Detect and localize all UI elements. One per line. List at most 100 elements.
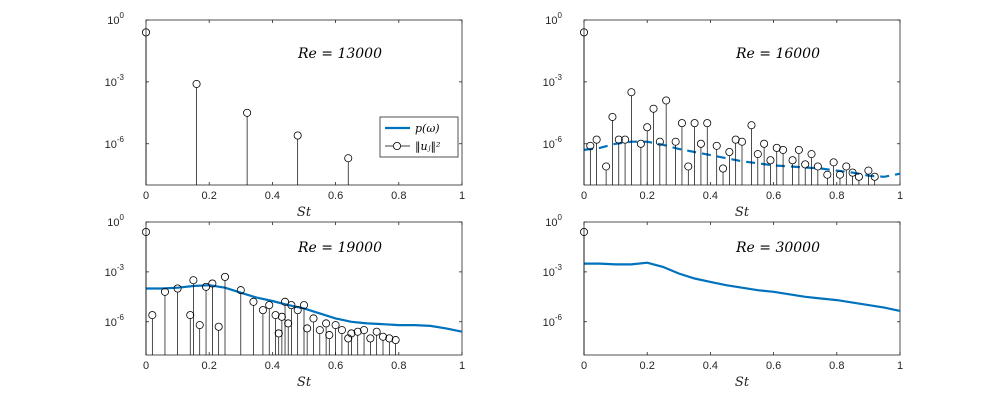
stem-marker [719,164,728,173]
stem-marker [696,139,705,148]
x-tick-label: 0 [581,190,587,202]
x-axis-label: St [735,205,750,220]
stem-marker [747,121,756,130]
x-tick-label: 0.6 [328,360,343,372]
y-tick-label: 10-3 [105,263,125,279]
stem-marker [284,319,293,328]
legend: p(ω) ‖uⱼ‖² [379,116,459,158]
axes-box [145,19,463,186]
x-tick-label: 0.2 [202,190,217,202]
stem-marker [258,306,267,315]
x-tick-label: 0.8 [829,190,844,202]
stem-marker [309,314,318,323]
stem-marker [823,170,832,179]
stem-marker [366,334,375,343]
stem-marker [315,326,324,335]
stem-marker [835,170,844,179]
stem-marker [627,88,636,97]
stem-marker [337,326,346,335]
stem-marker [360,326,369,335]
x-tick-label: 0.8 [391,360,406,372]
stem-marker [684,162,693,171]
stem-marker [794,145,803,154]
stem-marker [788,156,797,165]
panel-re-16000: 0 0.2 0.4 0.6 0.8 1 100 10-3 10-6 St Re = 16000 [543,11,903,220]
stem-marker [214,322,223,331]
stem-marker [195,321,204,330]
stem-marker [753,150,762,159]
x-tick-label: 1 [897,360,903,372]
x-axis-label: St [297,205,312,220]
stem-marker [189,276,198,285]
x-tick-label: 0.6 [766,190,781,202]
x-tick-label: 0.4 [703,190,718,202]
stem-marker [372,327,381,336]
x-tick-label: 0.4 [265,190,280,202]
y-tick-label: 100 [107,213,124,229]
x-tick-label: 0.2 [640,190,655,202]
stem-marker [703,119,712,128]
stem-marker [277,312,286,321]
x-tick-label: 1 [459,190,465,202]
y-tick-label: 100 [545,11,562,27]
x-tick-label: 0 [581,360,587,372]
stem-marker [655,137,664,146]
stem-marker [325,331,334,340]
stem-marker [281,297,290,306]
stem-marker [608,112,617,121]
stem-marker [287,301,296,310]
stem-marker [249,297,258,306]
stem-marker [243,108,252,117]
panel-title: Re = 13000 [297,46,382,62]
stem-marker [192,79,201,88]
stem-marker [299,301,308,310]
p-omega-curve [584,261,901,312]
stem-marker [586,141,595,150]
stem-marker [274,329,283,338]
x-tick-label: 0.4 [703,360,718,372]
stem-marker [602,162,611,171]
x-tick-label: 0.2 [202,360,217,372]
stem-marker [779,145,788,154]
x-tick-label: 0.4 [265,360,280,372]
stem-marker [303,324,312,333]
stem-marker [725,147,734,156]
panel-re-19000: 0 0.2 0.4 0.6 0.8 1 100 10-3 10-6 St Re = 19000 [105,213,465,390]
stem-marker [141,28,150,37]
stem-marker [677,119,686,128]
stem-marker [614,135,623,144]
stem-marker [813,162,822,171]
panel-title: Re = 30000 [735,240,820,256]
stem-marker [738,137,747,146]
stem-marker [378,332,387,341]
stem-marker [854,172,863,181]
y-tick-label: 10-3 [105,73,125,89]
stem-marker [353,327,362,336]
stem-marker [842,162,851,171]
legend-label: ‖uⱼ‖² [415,140,440,154]
x-tick-label: 0 [143,360,149,372]
stem-marker [347,329,356,338]
stem-marker [870,172,879,181]
stem-marker [148,311,157,320]
stem-marker [293,306,302,315]
x-tick-label: 0.8 [829,360,844,372]
y-tick-label: 10-3 [543,263,563,279]
stem-marker [864,166,873,175]
stem-marker [220,272,229,281]
stem-marker [712,141,721,150]
stem-marker [580,28,589,37]
panel-title: Re = 19000 [297,240,382,256]
stem-marker [141,227,150,236]
stem-marker [186,311,195,320]
stem-marker [649,104,658,113]
stem-marker [208,279,217,288]
stem-marker [636,139,645,148]
stem-marker [160,287,169,296]
y-tick-label: 100 [545,213,562,229]
stem-marker [671,137,680,146]
x-tick-label: 1 [897,190,903,202]
stem-marker [265,301,274,310]
stem-marker [271,311,280,320]
